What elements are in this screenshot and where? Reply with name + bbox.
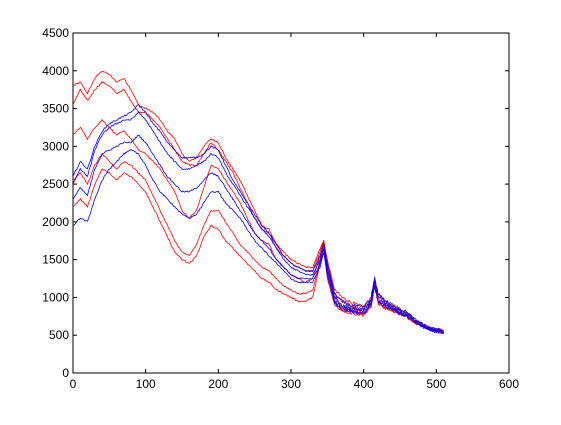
y-tick-label: 500 [49,328,69,342]
y-tick-label: 4500 [42,26,69,40]
y-tick-label: 3000 [42,139,69,153]
series-line-8-blue [72,134,444,334]
y-tick-label: 2000 [42,215,69,229]
series-line-6-blue [72,104,444,332]
x-tick-label: 600 [499,377,519,391]
x-tick-label: 500 [426,377,446,391]
y-tick-label: 1000 [42,290,69,304]
series-line-9-blue [72,148,444,335]
y-tick-label: 4000 [42,64,69,78]
x-tick-label: 200 [208,377,228,391]
y-tick-label: 1500 [42,253,69,267]
x-tick-label: 100 [136,377,156,391]
y-tick-label: 3500 [42,102,69,116]
series-line-2-red [72,81,444,333]
plot-area [72,32,510,374]
series-layer [72,70,444,335]
x-tick-label: 0 [70,377,77,391]
x-tick-label: 400 [354,377,374,391]
y-tick-label: 0 [62,366,69,380]
series-line-7-blue [72,111,444,334]
axis-layer: 0 100 200 300 400 500 600 0 500 1000 1500 2000 2500 3… [42,26,519,391]
y-tick-label: 2500 [42,177,69,191]
series-line-5-red [72,168,444,334]
x-tick-label: 300 [281,377,301,391]
